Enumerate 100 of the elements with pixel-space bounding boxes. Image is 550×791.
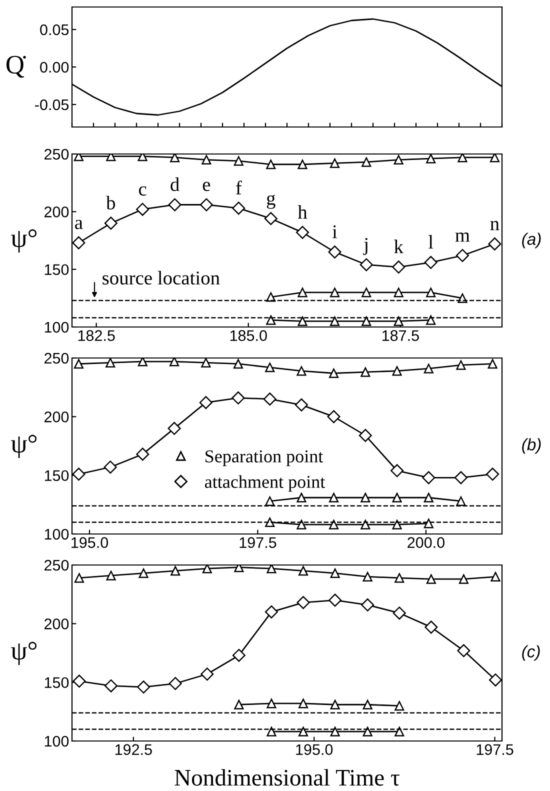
annotation: n (490, 220, 500, 230)
point (392, 606, 406, 620)
point (72, 468, 86, 481)
point (170, 566, 180, 576)
point (74, 359, 84, 369)
point (328, 246, 342, 259)
point (232, 648, 246, 662)
point (456, 360, 466, 370)
legend-label: attachment point (204, 475, 326, 492)
annotation: m (455, 232, 470, 242)
x-tick-label: 182.5 (78, 330, 115, 341)
y-axis-title: Q̇ (6, 56, 26, 78)
point (458, 154, 468, 162)
point (330, 158, 340, 168)
point (72, 236, 86, 250)
point (234, 565, 244, 572)
point (424, 518, 434, 528)
point (298, 726, 308, 736)
point (457, 644, 470, 658)
text: (b) (522, 438, 541, 454)
point (265, 517, 275, 528)
point (296, 366, 306, 376)
y-tick-label: -0.05 (35, 99, 69, 110)
y-tick-label: 250 (44, 148, 69, 160)
annotation: l (428, 235, 434, 249)
point (360, 520, 370, 530)
x-tick-label: 200.0 (408, 537, 444, 548)
point (422, 471, 436, 484)
point (104, 460, 117, 474)
point (169, 358, 180, 366)
annotation: k (394, 240, 404, 254)
point (490, 154, 500, 162)
x-axis-title: Nondimensional Time τ (174, 769, 400, 786)
point (456, 496, 466, 506)
x-tick-label: 185.0 (230, 330, 267, 341)
annotation: h (298, 205, 308, 219)
point (296, 226, 310, 239)
y-axis-title: ψ° (11, 229, 37, 252)
point (454, 471, 468, 484)
point (199, 396, 212, 410)
point (138, 568, 148, 578)
point (486, 468, 500, 481)
point (490, 572, 500, 582)
point (296, 492, 306, 502)
point (266, 698, 276, 708)
point (265, 362, 275, 372)
point (361, 598, 374, 612)
annotation: g (266, 194, 276, 209)
point (426, 315, 436, 325)
point (330, 726, 340, 736)
point (168, 198, 182, 212)
point (488, 359, 498, 369)
y-tick-label: 250 (44, 560, 69, 571)
point (330, 316, 340, 326)
y-tick-label: 250 (44, 352, 69, 364)
point (264, 212, 278, 226)
point (394, 726, 404, 736)
text: (a) (522, 232, 541, 248)
point (72, 674, 86, 688)
point (328, 492, 339, 502)
point (426, 154, 436, 164)
annotation: a (75, 220, 83, 230)
point (330, 288, 340, 298)
x-tick-label: 195.0 (296, 744, 333, 755)
annotation: b (106, 196, 116, 210)
point (330, 568, 340, 578)
y-tick-label: 100 (44, 736, 69, 747)
point (362, 700, 372, 710)
point (298, 288, 308, 298)
point (266, 160, 276, 170)
x-tick-label: 197.5 (476, 744, 514, 755)
point (266, 565, 276, 574)
point (392, 520, 402, 530)
point (106, 358, 116, 368)
point (362, 726, 372, 736)
y-tick-label: 200 (44, 412, 69, 422)
point (266, 726, 276, 736)
point (168, 422, 181, 435)
point (360, 367, 370, 377)
point (390, 464, 404, 478)
point (360, 258, 373, 272)
point (426, 574, 436, 584)
x-tick-label: 192.5 (115, 744, 152, 755)
point (298, 316, 308, 326)
point (362, 157, 372, 167)
point (136, 448, 150, 461)
y-tick-label: 200 (44, 206, 69, 218)
point (394, 316, 404, 326)
point (358, 428, 372, 442)
point (298, 698, 308, 708)
y-tick-label: 200 (44, 618, 69, 630)
point (200, 668, 214, 681)
y-tick-label: 150 (44, 470, 69, 482)
point (298, 566, 308, 576)
x-tick-label: 187.5 (382, 330, 419, 341)
annotation: source location (102, 270, 220, 285)
point (392, 260, 406, 274)
point (106, 154, 116, 162)
point (202, 565, 212, 574)
point (74, 573, 84, 583)
